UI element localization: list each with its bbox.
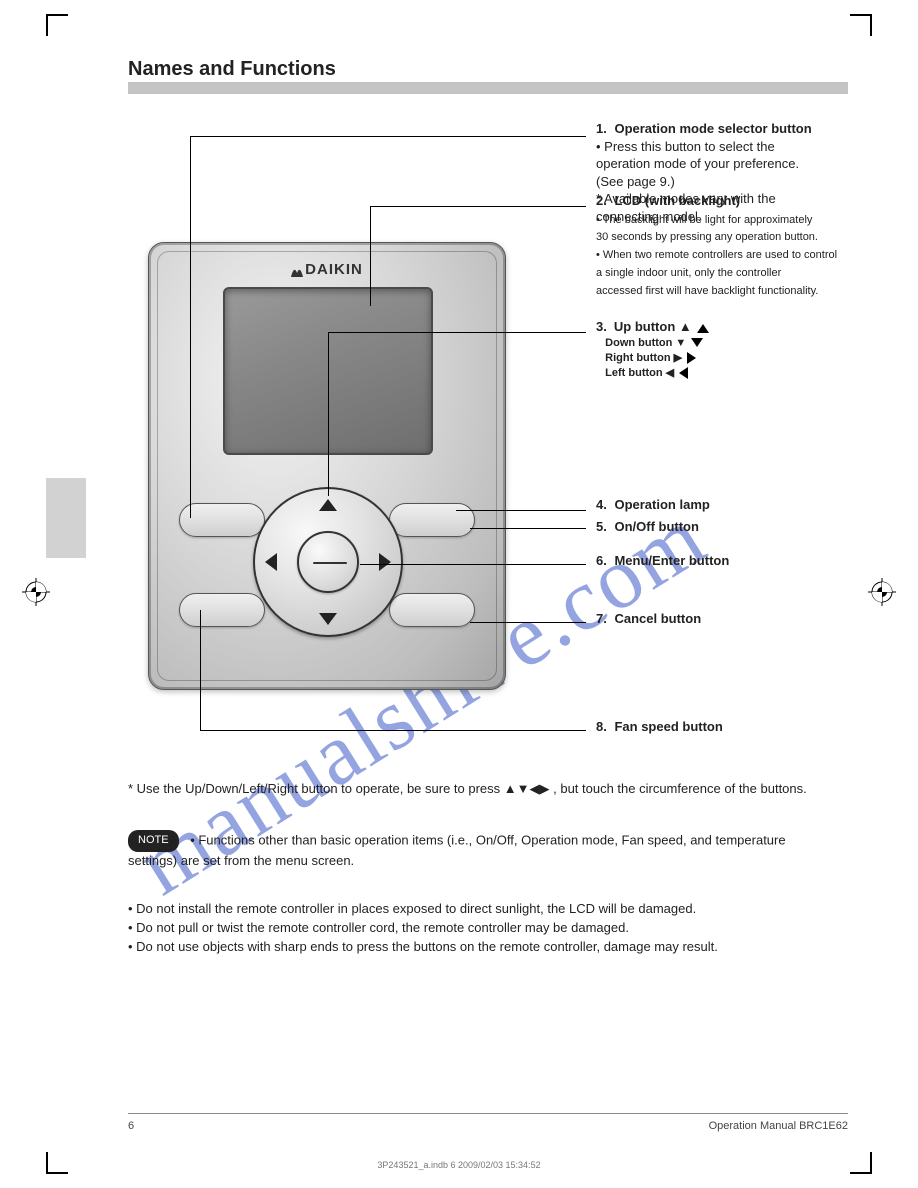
note-block: NOTE • Functions other than basic operat…	[128, 830, 808, 871]
caution-list: • Do not install the remote controller i…	[128, 900, 808, 957]
callout-7: 7. Cancel button	[596, 610, 856, 628]
callout-title: On/Off button	[614, 519, 698, 534]
callout-num: 7.	[596, 610, 607, 628]
callout-6: 6. Menu/Enter button	[596, 552, 856, 570]
callout-title: Up button ▲	[614, 319, 692, 334]
callout-sub: Right button ▶	[605, 352, 682, 364]
arrow-down-icon[interactable]	[319, 613, 337, 625]
page: Names and Functions manualshive.com DAIK…	[0, 0, 918, 1188]
side-tab	[46, 478, 86, 558]
footer-doc-id: Operation Manual BRC1E62	[709, 1120, 848, 1132]
leader-line	[370, 206, 586, 207]
callout-num: 3.	[596, 318, 607, 336]
callout-2: 2. LCD (with backlight) • The backlight …	[596, 192, 876, 299]
menu-enter-button[interactable]	[297, 531, 359, 593]
dpad	[253, 487, 403, 637]
registration-mark	[868, 578, 896, 606]
leader-line	[456, 510, 586, 511]
page-footer: 6 Operation Manual BRC1E62	[128, 1113, 848, 1132]
section-title: Names and Functions	[128, 58, 336, 81]
triangle-left-icon	[679, 367, 688, 379]
header-bar	[128, 82, 848, 94]
leader-line	[470, 622, 586, 623]
callout-8: 8. Fan speed button	[596, 718, 856, 736]
brand-text: DAIKIN	[305, 261, 363, 278]
leader-line	[200, 730, 586, 731]
footer-page-number: 6	[128, 1120, 134, 1132]
leader-line	[200, 610, 201, 730]
callout-4: 4. Operation lamp	[596, 496, 856, 514]
body-note-asterisk: * Use the Up/Down/Left/Right button to o…	[128, 780, 808, 799]
callout-title: Operation mode selector button	[614, 121, 811, 136]
caution-line: • Do not install the remote controller i…	[128, 900, 808, 919]
crop-mark	[46, 14, 80, 48]
caution-line: • Do not pull or twist the remote contro…	[128, 919, 808, 938]
body-line: * Use the Up/Down/Left/Right button to o…	[128, 781, 807, 796]
imprint-line: 3P243521_a.indb 6 2009/02/03 15:34:52	[0, 1160, 918, 1170]
note-text: • Functions other than basic operation i…	[128, 832, 786, 868]
enter-line-icon	[313, 562, 347, 564]
brand-label: DAIKIN	[149, 261, 505, 278]
callout-num: 8.	[596, 718, 607, 736]
leader-line	[328, 332, 329, 496]
caution-line: • Do not use objects with sharp ends to …	[128, 938, 808, 957]
leader-line	[190, 136, 586, 137]
leader-line	[328, 332, 586, 333]
callout-title: Menu/Enter button	[614, 553, 729, 568]
callout-title: Operation lamp	[614, 497, 709, 512]
arrow-right-icon[interactable]	[379, 553, 391, 571]
callout-title: Cancel button	[614, 611, 701, 626]
callout-5: 5. On/Off button	[596, 518, 856, 536]
leader-line	[190, 136, 191, 518]
callout-body: • The backlight will be light for approx…	[596, 214, 837, 297]
callout-title: LCD (with backlight)	[614, 193, 740, 208]
registration-mark	[22, 578, 50, 606]
leader-line	[370, 206, 371, 306]
callout-num: 5.	[596, 518, 607, 536]
device-panel: DAIKIN	[148, 242, 506, 690]
leader-line	[470, 528, 586, 529]
arrow-left-icon[interactable]	[265, 553, 277, 571]
callout-num: 1.	[596, 120, 607, 138]
triangle-up-icon	[697, 324, 709, 333]
callout-num: 6.	[596, 552, 607, 570]
triangle-right-icon	[687, 352, 696, 364]
callout-num: 4.	[596, 496, 607, 514]
callout-sub: Left button ◀	[605, 367, 674, 379]
note-pill: NOTE	[128, 830, 179, 852]
callout-sub: Down button ▼	[605, 337, 686, 349]
triangle-down-icon	[691, 338, 703, 347]
leader-line	[360, 564, 586, 565]
arrow-up-icon[interactable]	[319, 499, 337, 511]
callout-title: Fan speed button	[614, 719, 722, 734]
crop-mark	[838, 14, 872, 48]
callout-num: 2.	[596, 192, 607, 210]
brand-logo-icon	[291, 264, 303, 276]
callout-3: 3. Up button ▲ Down button ▼ Right butto…	[596, 318, 886, 380]
